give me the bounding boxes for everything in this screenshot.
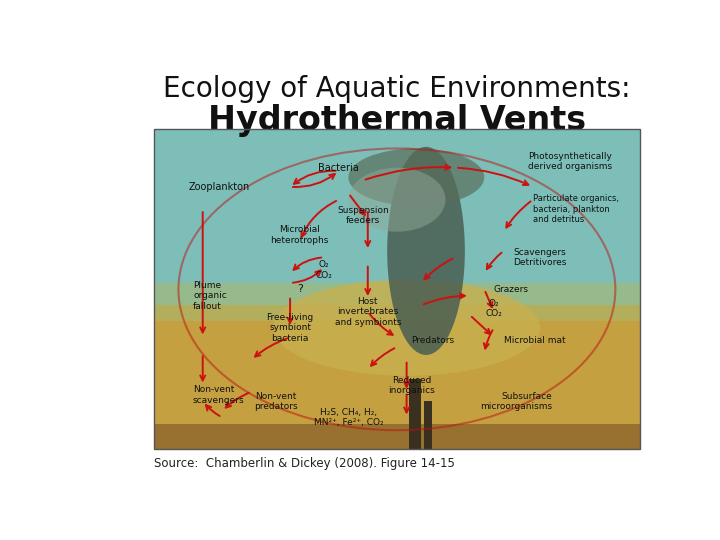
Text: Subsurface
microorganisms: Subsurface microorganisms: [480, 392, 552, 411]
Text: Ecology of Aquatic Environments:: Ecology of Aquatic Environments:: [163, 75, 631, 103]
Text: Zooplankton: Zooplankton: [188, 182, 249, 192]
Text: Source:  Chamberlin & Dickey (2008). Figure 14-15: Source: Chamberlin & Dickey (2008). Figu…: [154, 457, 455, 470]
Text: Host
invertebrates
and symbionts: Host invertebrates and symbionts: [335, 297, 401, 327]
Text: Microbial
heterotrophs: Microbial heterotrophs: [271, 225, 329, 245]
Text: Photosynthetically
derived organisms: Photosynthetically derived organisms: [528, 152, 612, 171]
Text: ?: ?: [297, 285, 302, 294]
Ellipse shape: [387, 147, 465, 355]
Bar: [154, 129, 639, 449]
Bar: [154, 283, 639, 321]
Text: Scavengers
Detritivores: Scavengers Detritivores: [513, 248, 567, 267]
Ellipse shape: [348, 167, 446, 232]
Text: Reduced
inorganics: Reduced inorganics: [388, 376, 435, 395]
Text: Predators: Predators: [411, 336, 454, 345]
Bar: [154, 305, 639, 449]
Text: O₂
CO₂: O₂ CO₂: [315, 260, 333, 280]
Text: Microbial mat: Microbial mat: [504, 336, 565, 345]
Text: Bacteria: Bacteria: [318, 163, 359, 173]
Text: Suspension
feeders: Suspension feeders: [337, 206, 389, 225]
Ellipse shape: [348, 148, 485, 206]
Text: Non-vent
scavengers: Non-vent scavengers: [193, 385, 245, 404]
Text: Non-vent
predators: Non-vent predators: [253, 392, 297, 411]
Text: Particulate organics,
bacteria, plankton
and detritus: Particulate organics, bacteria, plankton…: [533, 194, 618, 224]
Bar: [409, 379, 421, 449]
Ellipse shape: [273, 280, 540, 376]
Bar: [154, 129, 639, 305]
Text: Grazers: Grazers: [494, 285, 529, 294]
Text: O₂
CO₂: O₂ CO₂: [485, 299, 503, 318]
Text: H₂S, CH₄, H₂,
MN²⁺, Fe²⁺, CO₂: H₂S, CH₄, H₂, MN²⁺, Fe²⁺, CO₂: [313, 408, 383, 427]
Text: Plume
organic
fallout: Plume organic fallout: [193, 281, 227, 310]
Text: Hydrothermal Vents: Hydrothermal Vents: [208, 104, 586, 137]
Text: Free-living
symbiont
bacteria: Free-living symbiont bacteria: [266, 313, 314, 343]
Bar: [154, 424, 639, 449]
Bar: [423, 401, 432, 449]
